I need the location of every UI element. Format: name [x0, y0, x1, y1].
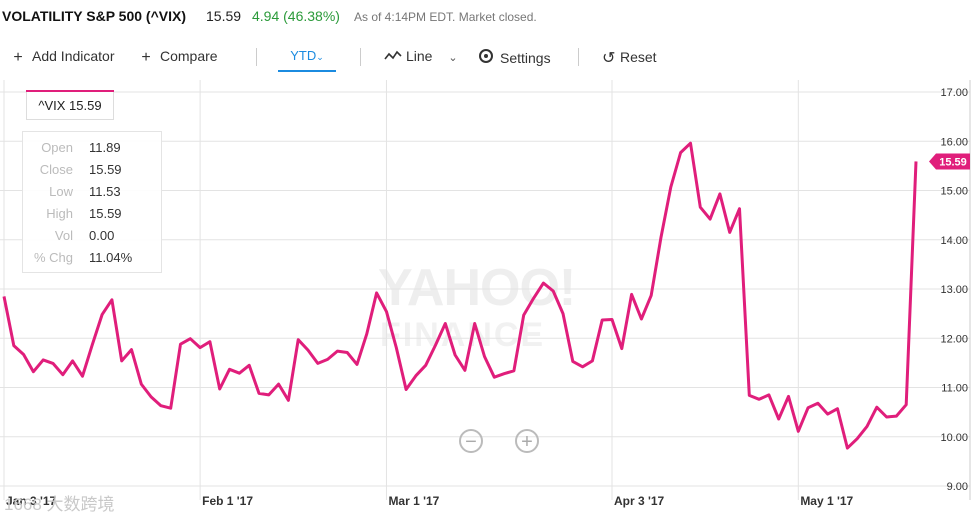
- x-tick-label: May 1 '17: [800, 494, 853, 508]
- ohlc-value: 15.59: [89, 162, 122, 177]
- corner-watermark: 1668 大数跨境: [4, 495, 115, 514]
- ohlc-row: Close 15.59: [23, 162, 161, 182]
- ohlc-row: % Chg 11.04%: [23, 250, 161, 270]
- ohlc-key: Close: [39, 162, 73, 177]
- ohlc-value: 0.00: [89, 228, 115, 243]
- y-tick-label: 16.00: [940, 136, 968, 148]
- ohlc-key: % Chg: [33, 250, 73, 265]
- last-price: 15.59: [206, 8, 242, 24]
- add-indicator-button[interactable]: + Add Indicator: [10, 48, 115, 67]
- quote-header: VOLATILITY S&P 500 (^VIX) 15.59 4.94 (46…: [0, 0, 978, 34]
- reset-label: Reset: [620, 49, 657, 65]
- ohlc-row: Vol 0.00: [23, 228, 161, 248]
- ohlc-value: 11.04%: [89, 250, 133, 265]
- y-tick-label: 10.00: [940, 432, 968, 444]
- last-value-marker: 15.59: [929, 153, 970, 170]
- ohlc-value: 15.59: [89, 206, 122, 221]
- ohlc-key: Vol: [54, 228, 73, 243]
- y-tick-label: 17.00: [940, 87, 968, 99]
- range-label: YTD: [290, 48, 317, 63]
- y-tick-label: 13.00: [940, 284, 968, 296]
- settings-label: Settings: [500, 50, 551, 66]
- toolbar-divider: [256, 48, 257, 66]
- gear-icon: [478, 48, 494, 69]
- y-tick-label: 11.00: [941, 383, 968, 395]
- last-value-label: 15.59: [939, 156, 967, 168]
- plus-icon: +: [141, 49, 151, 66]
- line-chart-icon: [384, 49, 402, 67]
- range-selector[interactable]: YTD⌄: [278, 48, 336, 72]
- market-status: As of 4:14PM EDT. Market closed.: [354, 10, 537, 24]
- finance-watermark: FINANCE: [380, 316, 546, 354]
- zoom-out-icon: −: [465, 431, 477, 453]
- add-indicator-label: Add Indicator: [32, 48, 115, 64]
- price-change: 4.94 (46.38%): [252, 8, 340, 24]
- ohlc-value: 11.53: [89, 184, 121, 199]
- compare-button[interactable]: + Compare: [138, 48, 218, 67]
- settings-button[interactable]: Settings: [478, 48, 551, 69]
- zoom-in-button[interactable]: +: [515, 429, 539, 453]
- ohlc-key: High: [46, 206, 73, 221]
- x-tick-label: Feb 1 '17: [202, 494, 253, 508]
- vix-series-line: [2, 141, 918, 450]
- x-axis: Jan 3 '17 Feb 1 '17 Mar 1 '17 Apr 3 '17 May …: [6, 494, 854, 508]
- plus-icon: +: [13, 49, 23, 66]
- series-color-bar: [26, 90, 114, 92]
- x-tick-label: Apr 3 '17: [614, 494, 665, 508]
- series-label: ^VIX 15.59: [38, 98, 102, 113]
- chevron-down-icon: ⌄: [316, 52, 324, 62]
- reset-button[interactable]: ↺ Reset: [602, 48, 657, 68]
- chart-type-button[interactable]: Line ⌄: [384, 48, 458, 67]
- toolbar-divider: [360, 48, 361, 66]
- symbol-title: VOLATILITY S&P 500 (^VIX): [2, 8, 186, 24]
- x-tick-label: Mar 1 '17: [388, 494, 439, 508]
- y-tick-label: 9.00: [947, 481, 968, 493]
- y-axis: 9.00 10.00 11.00 12.00 13.00 14.00 15.00 16.00 1…: [940, 87, 968, 493]
- zoom-in-icon: +: [521, 431, 533, 453]
- ohlc-panel: Open 11.89 Close 15.59 Low 11.53 High 15.59 Vol 0…: [22, 131, 162, 273]
- zoom-out-button[interactable]: −: [459, 429, 483, 453]
- chart-type-label: Line: [406, 48, 433, 64]
- ohlc-row: Open 11.89: [23, 140, 161, 160]
- ohlc-row: Low 11.53: [23, 184, 161, 204]
- chart-toolbar: + Add Indicator + Compare YTD⌄ Line ⌄ Sett…: [0, 36, 978, 78]
- toolbar-divider: [578, 48, 579, 66]
- last-value-tag: [929, 153, 970, 170]
- ohlc-row: High 15.59: [23, 206, 161, 226]
- ohlc-key: Open: [41, 140, 73, 155]
- yahoo-watermark: YAHOO!: [378, 259, 576, 317]
- ohlc-value: 11.89: [89, 140, 121, 155]
- y-tick-label: 14.00: [940, 235, 968, 247]
- series-label-box: ^VIX 15.59: [26, 90, 114, 120]
- reset-icon: ↺: [602, 50, 616, 67]
- y-tick-label: 12.00: [940, 333, 968, 345]
- y-tick-label: 15.00: [940, 186, 968, 198]
- x-tick-label: Jan 3 '17: [6, 494, 57, 508]
- chevron-down-icon: ⌄: [448, 52, 458, 64]
- ohlc-key: Low: [49, 184, 73, 199]
- compare-label: Compare: [160, 48, 218, 64]
